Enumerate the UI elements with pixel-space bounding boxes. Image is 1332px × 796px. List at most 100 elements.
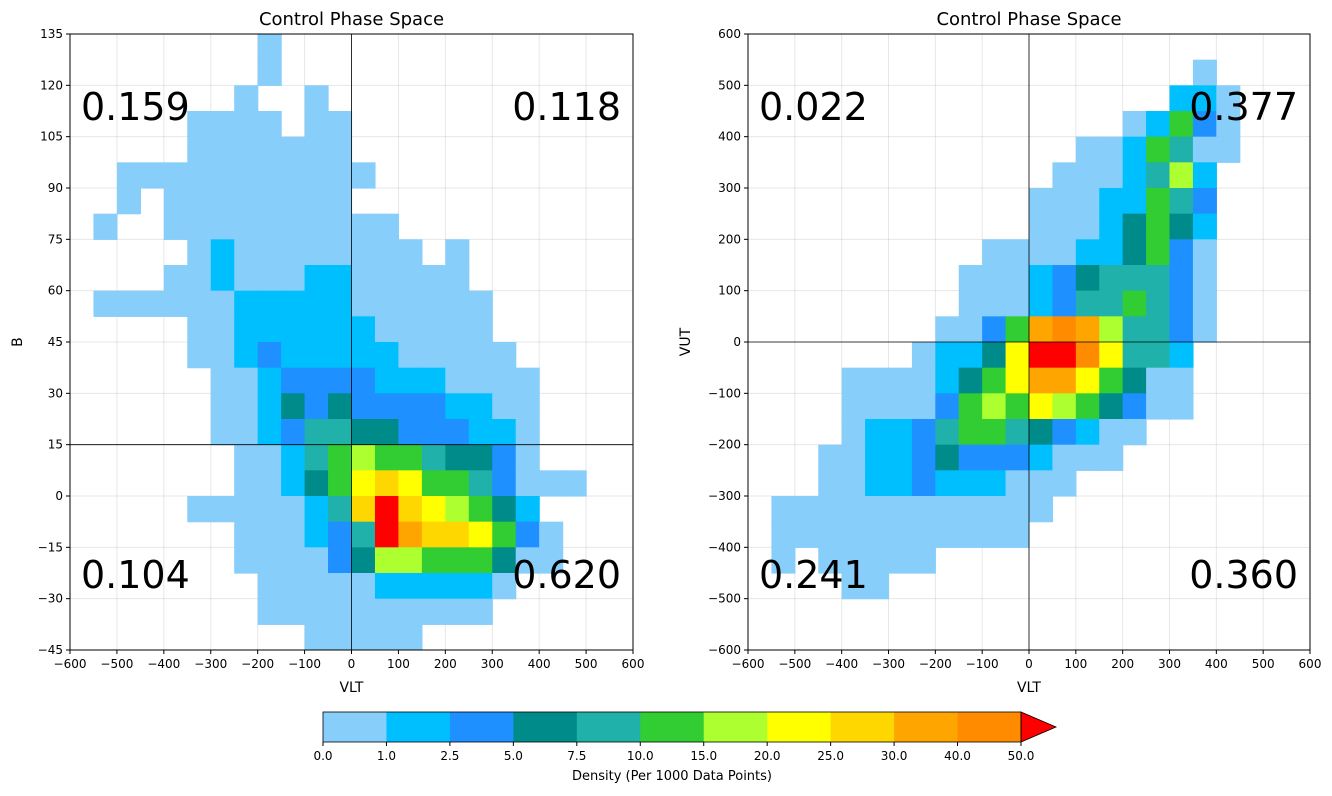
heatmap-cell	[374, 367, 400, 394]
heatmap-cell	[257, 59, 282, 86]
heatmap-cell	[398, 521, 423, 548]
heatmap-cell	[328, 162, 353, 189]
heatmap-cell	[1099, 290, 1124, 317]
heatmap-cell	[1169, 162, 1194, 189]
heatmap-cell	[958, 393, 983, 420]
heatmap-cell	[539, 547, 564, 574]
heatmap-cell	[468, 290, 493, 317]
heatmap-cell	[304, 342, 329, 369]
heatmap-cell	[1169, 316, 1194, 343]
heatmap-cell	[468, 573, 493, 600]
heatmap-cell	[163, 290, 188, 317]
heatmap-cell	[1052, 162, 1077, 189]
heatmap-cell	[445, 316, 470, 343]
heatmap-cell	[982, 393, 1007, 420]
heatmap-cell	[1099, 316, 1124, 343]
heatmap-cell	[421, 496, 446, 523]
heatmap-cell	[234, 470, 259, 497]
heatmap-cell	[841, 419, 866, 446]
heatmap-cell	[328, 598, 353, 625]
heatmap-cell	[398, 239, 423, 266]
heatmap-cell	[351, 239, 376, 266]
heatmap-cell	[958, 470, 983, 497]
heatmap-cell	[865, 393, 890, 420]
heatmap-cell	[1192, 316, 1217, 343]
heatmap-cell	[492, 470, 517, 497]
colorbar-tick-label: 1.0	[377, 749, 396, 763]
x-tick-label: 200	[434, 657, 457, 671]
heatmap-cell	[1005, 239, 1030, 266]
heatmap-cell	[1029, 419, 1054, 446]
heatmap-cell	[1169, 342, 1194, 369]
heatmap-cell	[841, 444, 866, 471]
heatmap-cell	[794, 521, 819, 548]
heatmap-cell	[304, 470, 329, 497]
heatmap-cell	[1075, 239, 1100, 266]
heatmap-cell	[187, 136, 212, 163]
heatmap-cell	[1052, 444, 1077, 471]
heatmap-cell	[1169, 136, 1194, 163]
heatmap-cell	[374, 573, 400, 600]
heatmap-cell	[515, 547, 540, 574]
heatmap-cell	[93, 290, 118, 317]
heatmap-cell	[187, 342, 212, 369]
heatmap-cell	[421, 393, 446, 420]
heatmap-cell	[1146, 239, 1171, 266]
y-tick-label: 300	[718, 181, 741, 195]
heatmap-cell	[234, 316, 259, 343]
heatmap-cell	[1075, 419, 1100, 446]
heatmap-cell	[888, 393, 913, 420]
heatmap-cell	[281, 188, 306, 215]
x-tick-label: −500	[100, 657, 133, 671]
heatmap-cell	[1122, 265, 1147, 292]
heatmap-cell	[234, 136, 259, 163]
heatmap-cell	[304, 111, 329, 138]
heatmap-cell	[958, 419, 983, 446]
heatmap-cell	[351, 367, 376, 394]
heatmap-cell	[281, 598, 306, 625]
heatmap-cell	[1099, 265, 1124, 292]
x-tick-label: −500	[778, 657, 811, 671]
heatmap-cell	[93, 213, 118, 240]
heatmap-cell	[1052, 393, 1077, 420]
y-tick-label: 600	[718, 27, 741, 41]
y-tick-label: 400	[718, 130, 741, 144]
heatmap-cell	[187, 162, 212, 189]
heatmap-cell	[468, 419, 493, 446]
heatmap-cell	[257, 111, 282, 138]
heatmap-cell	[328, 521, 353, 548]
heatmap-cell	[1169, 188, 1194, 215]
heatmap-cell	[304, 393, 329, 420]
heatmap-cell	[257, 34, 282, 61]
heatmap-cell	[1029, 265, 1054, 292]
colorbar-segment	[513, 712, 578, 742]
x-axis-label: VLT	[339, 680, 363, 696]
heatmap-cell	[1099, 393, 1124, 420]
heatmap-cell	[841, 393, 866, 420]
heatmap-cell	[328, 290, 353, 317]
heatmap-cell	[351, 162, 376, 189]
heatmap-cell	[398, 624, 423, 650]
heatmap-cell	[1122, 239, 1147, 266]
heatmap-cell	[492, 496, 517, 523]
heatmap-cell	[445, 547, 470, 574]
heatmap-cell	[116, 188, 141, 215]
y-tick-label: 0	[55, 489, 63, 503]
heatmap-cell	[468, 342, 493, 369]
heatmap-cell	[328, 444, 353, 471]
heatmap-cell	[374, 624, 400, 650]
heatmap-cell	[281, 290, 306, 317]
heatmap-cell	[935, 342, 960, 369]
heatmap-cell	[187, 496, 212, 523]
heatmap-cell	[328, 316, 353, 343]
colorbar-frame	[322, 711, 1022, 743]
heatmap-cell	[398, 316, 423, 343]
heatmap-cell	[234, 367, 259, 394]
heatmap-cell	[304, 598, 329, 625]
heatmap-cell	[351, 316, 376, 343]
heatmap-cell	[1029, 290, 1054, 317]
heatmap-cell	[421, 444, 446, 471]
heatmap-cell	[210, 136, 235, 163]
heatmap-cell	[257, 342, 282, 369]
heatmap-cell	[421, 367, 446, 394]
